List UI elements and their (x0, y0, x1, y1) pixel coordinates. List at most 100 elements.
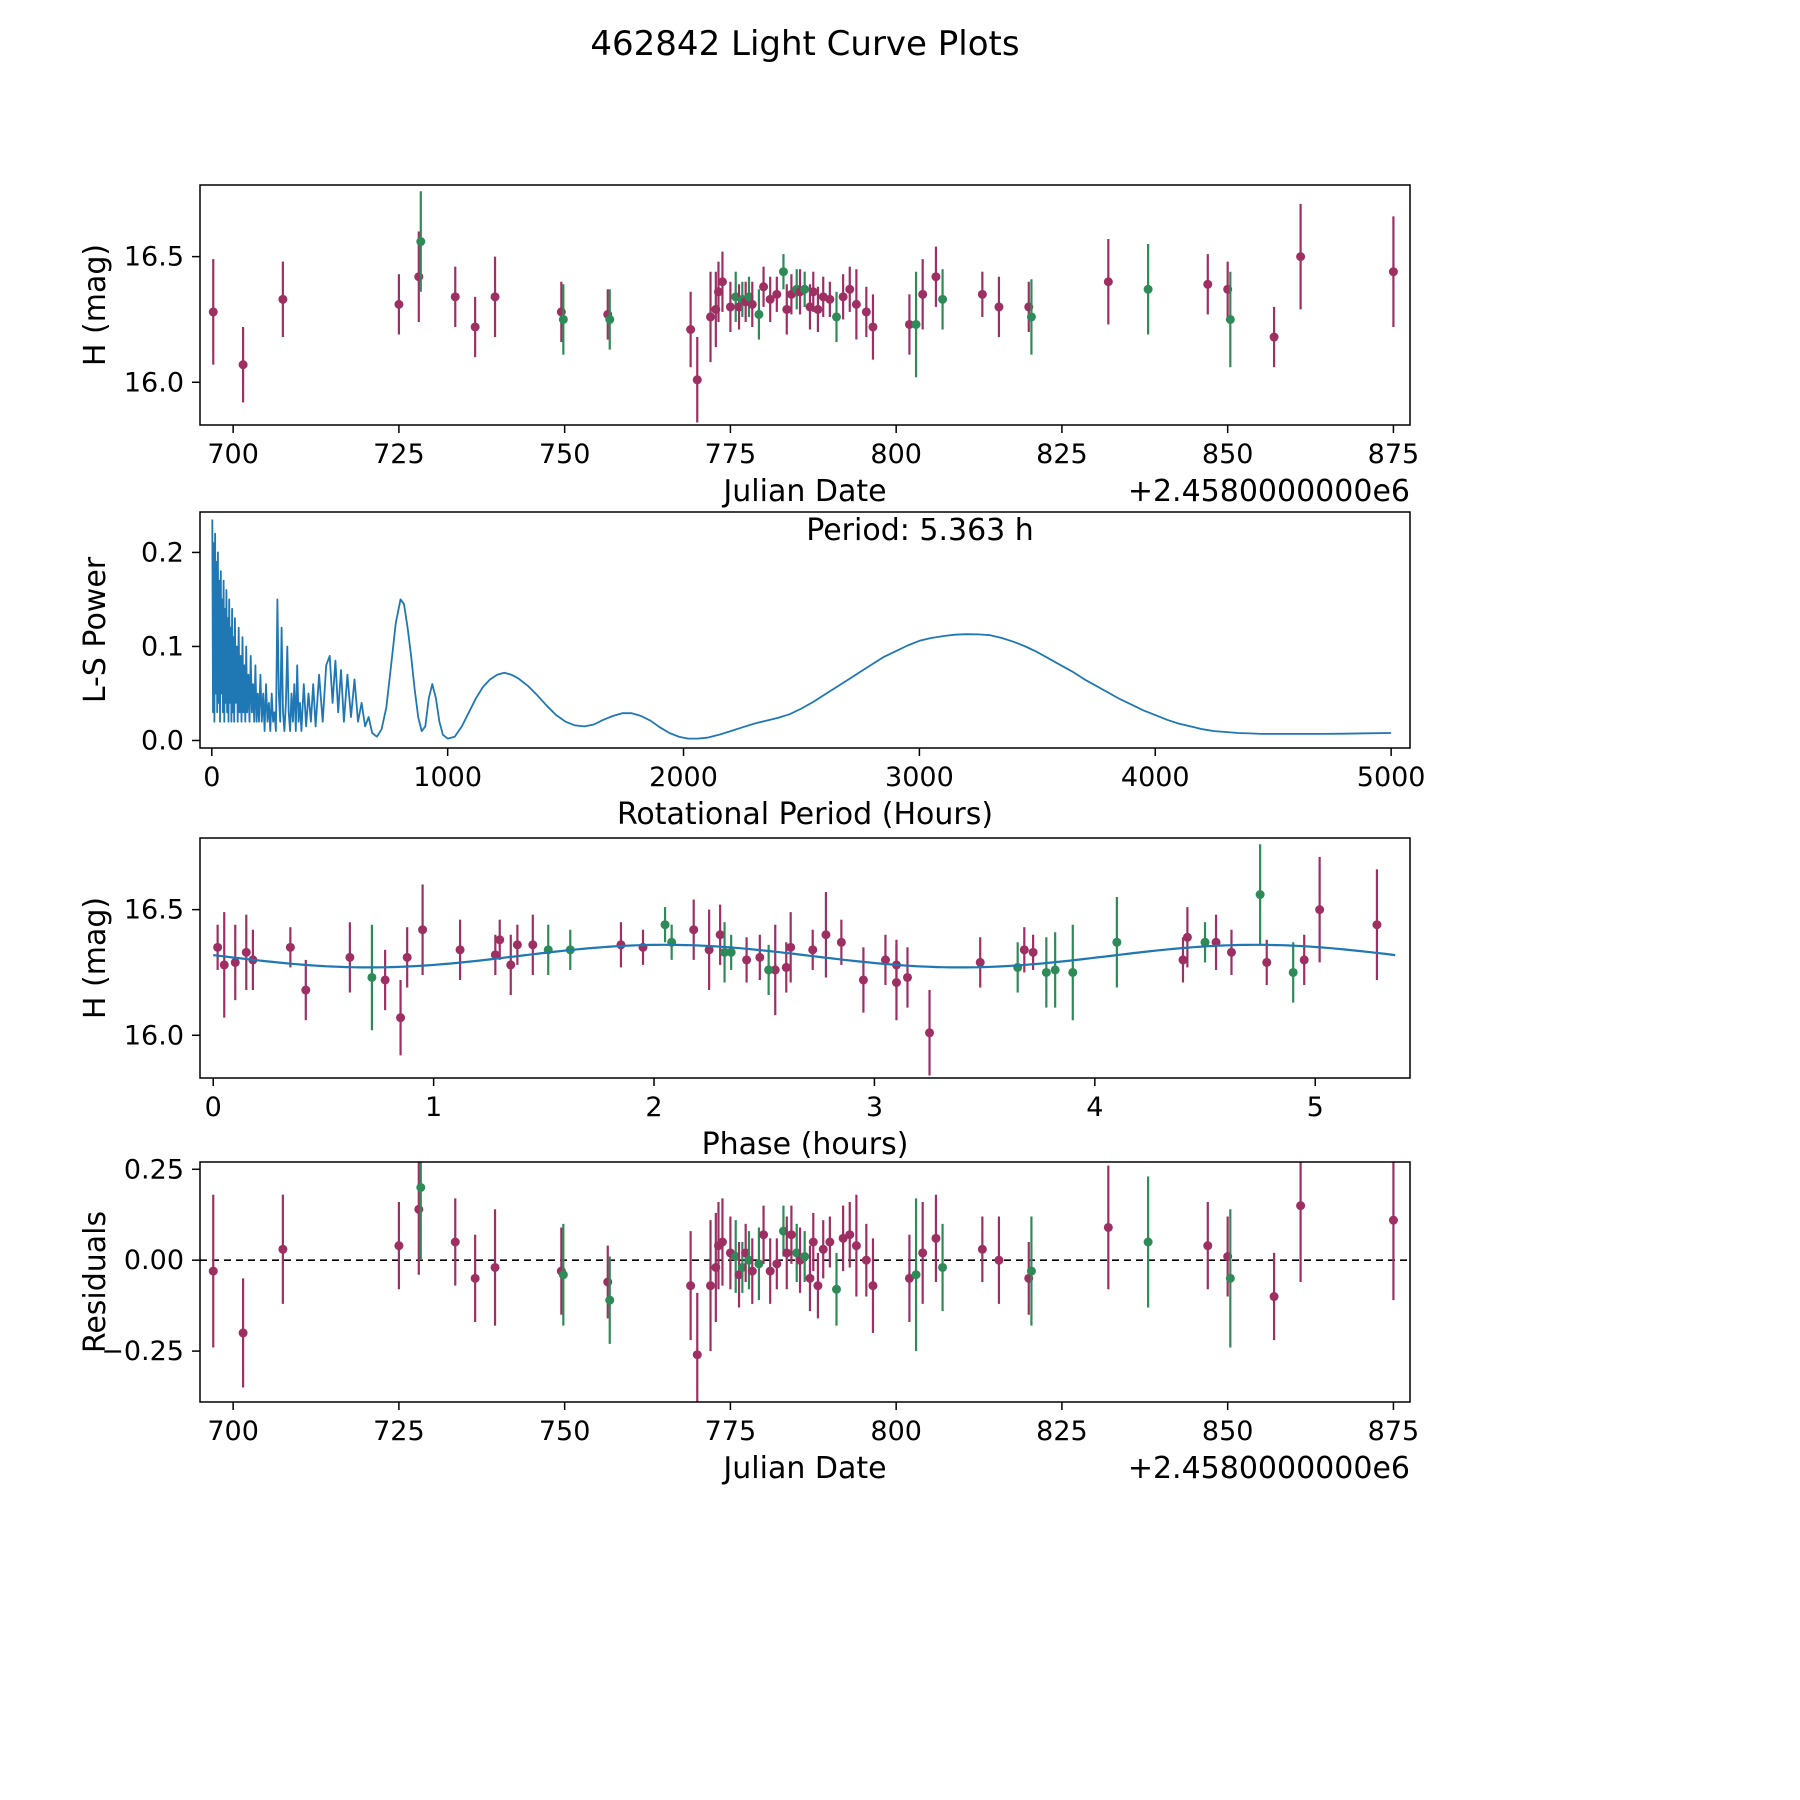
data-point (868, 322, 878, 332)
data-point (782, 304, 792, 314)
data-point (717, 1237, 727, 1247)
x-tick-label: 700 (207, 1416, 259, 1447)
data-point (490, 292, 500, 302)
data-point (528, 940, 538, 950)
x-tick-label: 4000 (1121, 762, 1190, 793)
data-point (880, 955, 890, 965)
x-tick-label: 850 (1202, 439, 1254, 470)
data-point (911, 319, 921, 329)
y-axis-label: H (mag) (78, 897, 113, 1019)
data-point (755, 952, 765, 962)
data-point (838, 1233, 848, 1243)
x-tick-label: 2 (645, 1092, 662, 1123)
data-point (770, 965, 780, 975)
data-point (278, 294, 288, 304)
data-point (836, 937, 846, 947)
x-axis-offset-label: +2.4580000000e6 (1128, 474, 1410, 509)
data-point (861, 307, 871, 317)
data-point (808, 945, 818, 955)
x-tick-label: 700 (207, 439, 259, 470)
data-point (660, 920, 670, 930)
data-point (367, 972, 377, 982)
x-tick-label: 825 (1036, 1416, 1088, 1447)
data-point (1262, 957, 1272, 967)
data-point (1143, 1237, 1153, 1247)
y-axis-label: Residuals (78, 1211, 113, 1353)
data-point (512, 940, 522, 950)
panel-phased-lightcurve-data (213, 844, 1396, 1076)
data-point (1112, 937, 1122, 947)
panel-residuals: 700 725 750 775 800 825 850 875 −0.25 0.00 0.25 Jul… (78, 1154, 1420, 1486)
data-point (1019, 945, 1029, 955)
data-point (904, 1273, 914, 1283)
data-point (1103, 1222, 1113, 1232)
panel-phased-lightcurve: 0 1 2 3 4 5 16.0 16.5 Phase (hours) H (mag) (78, 837, 1411, 1162)
x-axis-offset-label: +2.4580000000e6 (1128, 1451, 1410, 1486)
data-point (764, 965, 774, 975)
y-tick-label: 0.1 (141, 631, 184, 662)
fit-curve (213, 943, 1396, 969)
data-point (1288, 967, 1298, 977)
figure-title: 462842 Light Curve Plots (590, 24, 1020, 64)
data-point (416, 237, 426, 247)
data-point (345, 952, 355, 962)
x-tick-label: 2000 (649, 762, 718, 793)
data-point (759, 282, 769, 292)
data-point (506, 960, 516, 970)
data-point (938, 1262, 948, 1272)
data-point (1143, 284, 1153, 294)
x-axis-label: Phase (hours) (702, 1127, 909, 1162)
axes-frame (199, 184, 1411, 426)
data-point (754, 309, 764, 319)
data-point (994, 1255, 1004, 1265)
x-tick-label: 3 (866, 1092, 883, 1123)
data-point (977, 289, 987, 299)
data-point (831, 1284, 841, 1294)
data-point (1026, 312, 1036, 322)
data-point (686, 1281, 696, 1291)
data-point (868, 1281, 878, 1291)
data-point (470, 1273, 480, 1283)
y-tick-label: 0.25 (124, 1154, 184, 1185)
data-point (902, 972, 912, 982)
data-point (772, 1259, 782, 1269)
data-point (1103, 277, 1113, 287)
panel-jd-lightcurve: 700 725 750 775 800 825 850 875 16.0 16.5 Julian D… (78, 184, 1419, 509)
data-point (845, 284, 855, 294)
data-point (418, 925, 428, 935)
data-point (686, 325, 696, 335)
x-tick-label: 0 (203, 762, 220, 793)
data-point (1028, 947, 1038, 957)
data-point (918, 1248, 928, 1258)
x-tick-label: 875 (1368, 1416, 1420, 1447)
scatter-points (208, 191, 1398, 423)
x-tick-label: 825 (1036, 439, 1088, 470)
data-point (1255, 890, 1265, 900)
data-point (1041, 967, 1051, 977)
axes-frame (199, 837, 1411, 1079)
y-tick-label: 16.5 (124, 242, 184, 273)
data-point (1068, 967, 1078, 977)
x-tick-label: 1 (425, 1092, 442, 1123)
data-point (813, 304, 823, 314)
x-tick-label: 5 (1307, 1092, 1324, 1123)
data-point (838, 292, 848, 302)
data-point (782, 1248, 792, 1258)
data-point (800, 1252, 810, 1262)
data-point (747, 1266, 757, 1276)
data-point (786, 1230, 796, 1240)
data-point (1388, 1215, 1398, 1225)
data-point (805, 1273, 815, 1283)
data-point (1269, 1292, 1279, 1302)
period-annotation: Period: 5.363 h (806, 513, 1034, 548)
data-point (241, 947, 251, 957)
data-point (558, 1270, 568, 1280)
data-point (765, 1266, 775, 1276)
data-point (742, 955, 752, 965)
data-point (778, 267, 788, 277)
data-point (1269, 332, 1279, 342)
data-point (781, 962, 791, 972)
data-point (759, 1230, 769, 1240)
data-point (821, 930, 831, 940)
